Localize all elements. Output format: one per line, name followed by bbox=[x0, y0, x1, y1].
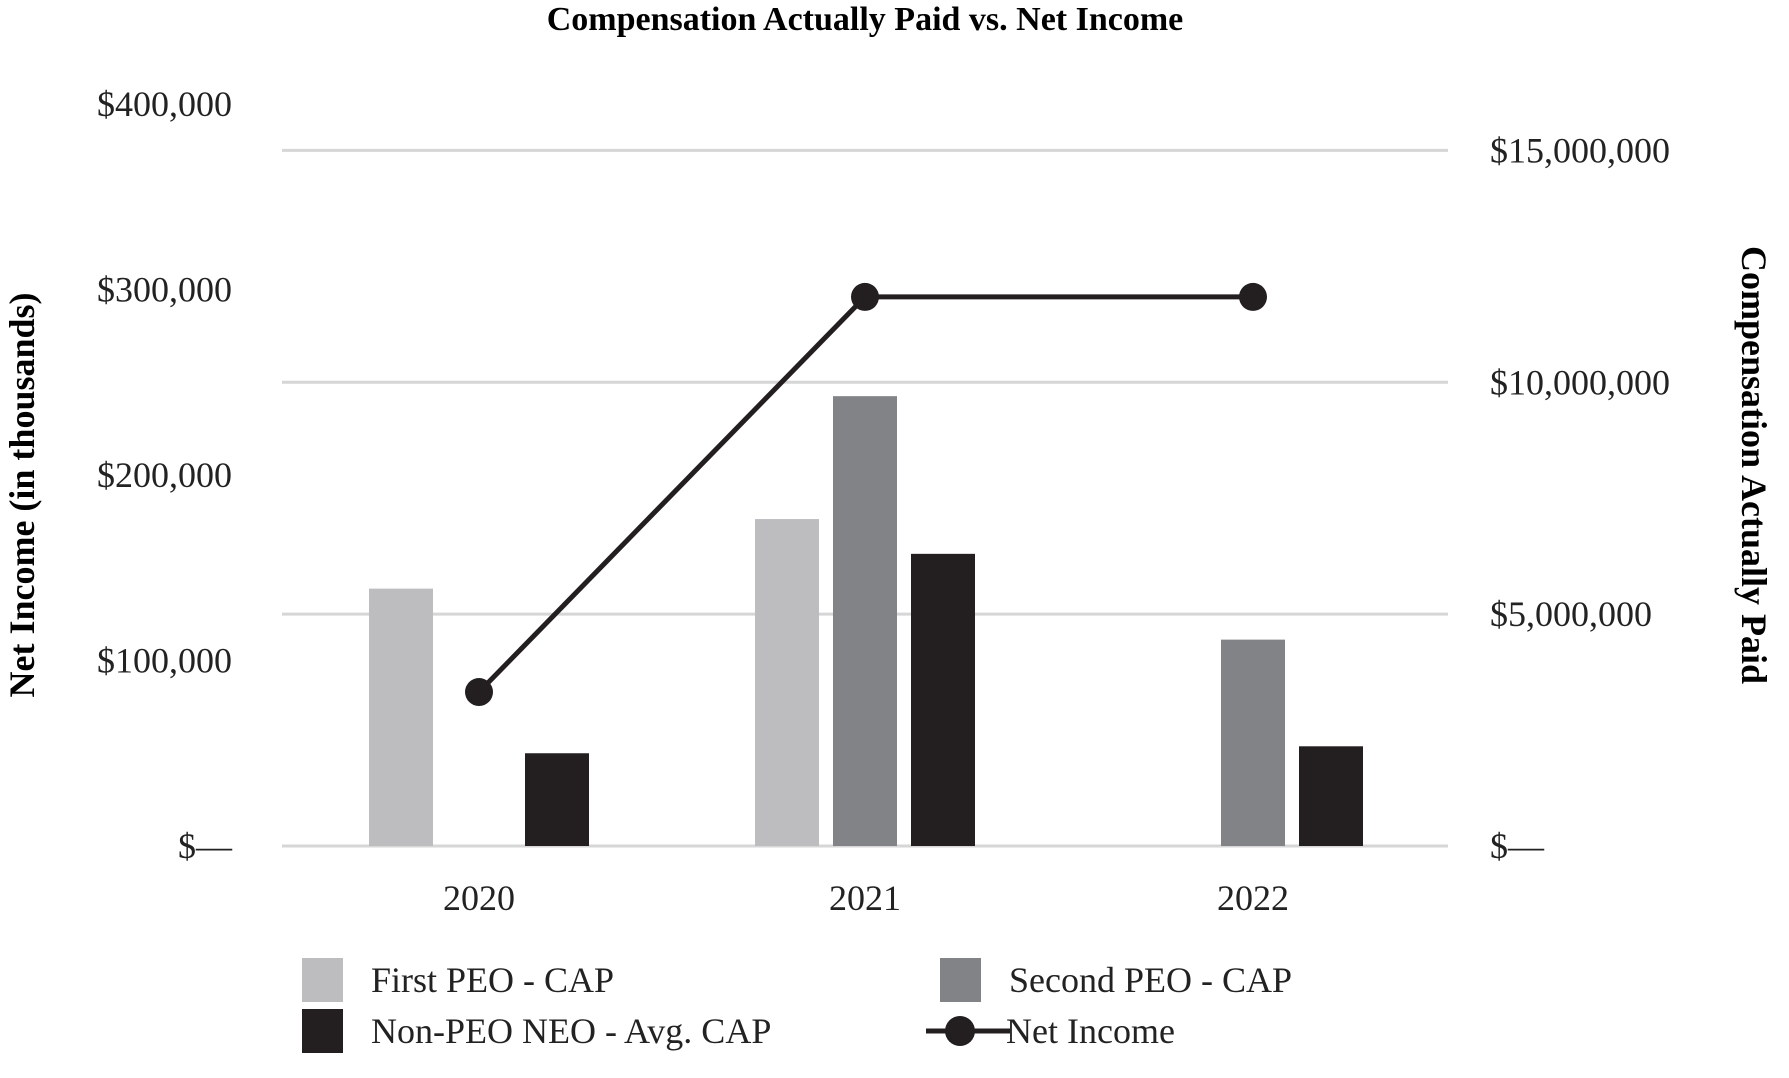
legend-label-net-income: Net Income bbox=[1006, 1011, 1175, 1051]
legend-label-first-peo-cap: First PEO - CAP bbox=[371, 960, 614, 1000]
category-label: 2022 bbox=[1217, 878, 1289, 918]
legend-label-second-peo-cap: Second PEO - CAP bbox=[1009, 960, 1292, 1000]
right-axis-title: Compensation Actually Paid bbox=[1734, 246, 1774, 684]
left-axis-title: Net Income (in thousands) bbox=[2, 292, 42, 697]
legend-label-non-peo-neo-avg-cap: Non-PEO NEO - Avg. CAP bbox=[371, 1011, 771, 1051]
right-tick-label: $— bbox=[1490, 826, 1545, 866]
bar-second-peo-cap-2021 bbox=[833, 396, 897, 846]
chart-title: Compensation Actually Paid vs. Net Incom… bbox=[547, 1, 1184, 38]
bar-non-peo-neo-avg-cap-2021 bbox=[911, 553, 975, 846]
bars bbox=[369, 396, 1363, 846]
net-income-point-2020 bbox=[465, 678, 493, 707]
left-axis-ticks: $— $100,000 $200,000 $300,000 $400,000 bbox=[97, 84, 233, 866]
left-tick-label: $400,000 bbox=[97, 84, 232, 124]
bar-non-peo-neo-avg-cap-2020 bbox=[525, 753, 589, 846]
bar-first-peo-cap-2020 bbox=[369, 588, 433, 846]
net-income-point-2022 bbox=[1239, 282, 1267, 311]
legend-swatch-non-peo-neo-avg-cap bbox=[302, 1009, 343, 1053]
legend-swatch-first-peo-cap bbox=[302, 958, 343, 1002]
left-tick-label: $100,000 bbox=[97, 641, 232, 681]
legend: First PEO - CAP Second PEO - CAP Non-PEO N… bbox=[302, 958, 1292, 1053]
left-tick-label: $200,000 bbox=[97, 455, 232, 495]
net-income-line-series bbox=[465, 282, 1267, 707]
bar-non-peo-neo-avg-cap-2022 bbox=[1299, 746, 1363, 846]
right-tick-label: $5,000,000 bbox=[1490, 594, 1652, 634]
right-axis-ticks: $— $5,000,000 $10,000,000 $15,000,000 bbox=[1490, 130, 1670, 866]
bar-second-peo-cap-2022 bbox=[1221, 639, 1285, 846]
right-tick-label: $15,000,000 bbox=[1490, 130, 1670, 170]
legend-swatch-second-peo-cap bbox=[940, 958, 981, 1002]
category-labels: 2020 2021 2022 bbox=[443, 878, 1289, 918]
legend-marker-net-income bbox=[945, 1016, 975, 1046]
left-tick-label: $— bbox=[178, 826, 233, 866]
category-label: 2021 bbox=[829, 878, 901, 918]
category-label: 2020 bbox=[443, 878, 515, 918]
right-tick-label: $10,000,000 bbox=[1490, 362, 1670, 402]
net-income-point-2021 bbox=[851, 282, 879, 311]
bar-first-peo-cap-2021 bbox=[755, 519, 819, 846]
left-tick-label: $300,000 bbox=[97, 270, 232, 310]
